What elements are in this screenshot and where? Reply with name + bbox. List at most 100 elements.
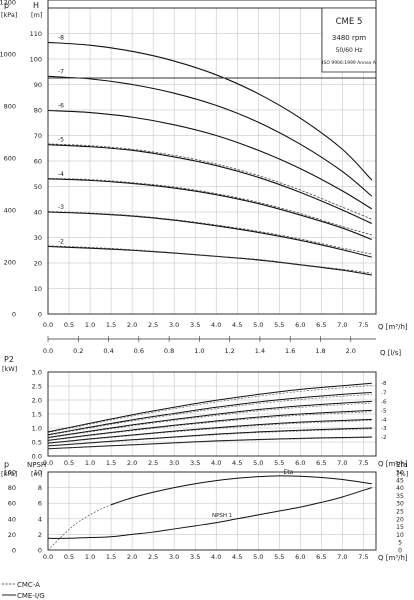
eta-curve-label: Eta: [283, 469, 293, 476]
power-y-tick: 0.5: [32, 439, 42, 447]
power-axis-p2: P2: [4, 355, 14, 364]
head-curve-dashed: [47, 245, 372, 274]
x2-tick-label: 1.8: [315, 347, 325, 355]
head-curve-stage-3: [47, 211, 372, 258]
npsh-axis-eta-unit: [%]: [397, 470, 408, 478]
power-curve-label: -6: [381, 399, 387, 405]
npsh-y-tick-kpa: 100: [4, 469, 16, 477]
npsh-x-labels: 0.0 0.5 1.0 1.5 2.0 2.5 3.0 3.5 4.0 4.5 5.0 5.5 6.0 6…: [43, 553, 369, 561]
legend-cmca-label: CMC-A: [17, 581, 40, 589]
power-curve-label: -8: [381, 381, 387, 387]
head-axis-h-unit: [m]: [31, 11, 42, 19]
power-curve-dashed: [47, 420, 372, 444]
x-tick-label: 7.5: [358, 321, 368, 329]
npsh-axis-npsh-unit: [m]: [31, 470, 42, 478]
head-y-tick-m: 40: [34, 209, 42, 217]
power-curve: [47, 418, 372, 444]
x-tick-label: 7.0: [337, 553, 347, 561]
head-plot-frame: [47, 7, 377, 315]
power-panel: -2 -3 -4 -5 -6 -7 -8 0.0 0.5 1.0 1.5 2.0 2.5 3.0 0.0…: [2, 355, 408, 468]
x2-tick-label: 1.6: [285, 347, 295, 355]
head-panel: -2 -3 -4 -5 -6 -7 -8 0 10 20 30 40 50 60 70 80 90 100 110…: [0, 0, 408, 357]
npsh-plot-frame-border: [47, 471, 377, 551]
power-curve-label: -4: [381, 417, 387, 423]
head-axis-h: H: [33, 1, 39, 10]
head-curve-stage-8: [47, 41, 373, 181]
npsh-y-tick-kpa: 40: [8, 515, 16, 523]
power-plot-frame: [47, 371, 377, 457]
head-y-tick-m: 50: [34, 183, 42, 191]
npsh-y-tick-kpa: 80: [8, 484, 16, 492]
eta-y-tick: 10: [396, 532, 404, 539]
head-curve-stage-6: [47, 109, 373, 210]
power-curve: [47, 400, 372, 439]
x-tick-label: 2.5: [148, 459, 158, 467]
power-y-tick: 1.0: [32, 425, 42, 433]
x-tick-label: 7.0: [337, 321, 347, 329]
power-curve-label: -7: [381, 390, 387, 396]
x2-tick-label: 0.0: [43, 347, 53, 355]
head-y-tick-kpa: 0: [12, 311, 16, 319]
head-curve-stage-4: [47, 178, 372, 241]
x-tick-label: 5.5: [274, 459, 284, 467]
x-tick-label: 5.0: [253, 459, 263, 467]
x-tick-label: 6.5: [316, 459, 326, 467]
power-y-tick: 0.0: [32, 453, 42, 461]
head-axis-p: p: [4, 1, 9, 10]
power-curve: [47, 427, 372, 447]
x-tick-label: 6.5: [316, 321, 326, 329]
npsh-y-tick-m: 10: [34, 469, 42, 477]
power-y-tick: 2.0: [32, 397, 42, 405]
power-curve-dashed: [47, 437, 372, 450]
power-x-unit: Q [m³/h]: [378, 460, 408, 468]
power-curve-label: -3: [381, 426, 387, 432]
head-curve-label: -2: [58, 238, 64, 245]
x-tick-label: 2.5: [148, 553, 158, 561]
head-y-tick-kpa: 600: [4, 155, 16, 163]
x-tick-label: 0.0: [43, 321, 53, 329]
x-tick-label: 0.5: [64, 459, 74, 467]
eta-y-tick: 5: [398, 540, 402, 547]
head-x-unit: Q [m³/h]: [378, 323, 408, 331]
head-curve-label: -7: [58, 68, 64, 75]
power-curve-dashed: [47, 428, 372, 447]
x-tick-label: 6.0: [295, 321, 305, 329]
head-y-tick-m: 60: [34, 158, 42, 166]
eta-curve-dashed: [47, 504, 112, 551]
x-tick-label: 3.0: [169, 321, 179, 329]
npsh-y-tick-kpa: 20: [8, 531, 16, 539]
npsh-curves: Eta NPSH 1: [47, 469, 372, 551]
power-y-tick: 2.5: [32, 383, 42, 391]
eta-y-tick: 0: [398, 548, 402, 555]
x-tick-label: 1.0: [85, 459, 95, 467]
head-y-tick-m: 80: [34, 107, 42, 115]
power-curve: [47, 391, 372, 436]
x-tick-label: 3.0: [169, 459, 179, 467]
x-tick-label: 7.0: [337, 459, 347, 467]
x-tick-label: 7.5: [358, 553, 368, 561]
npsh-y-tick-kpa: 60: [8, 500, 16, 508]
power-curves: -2 -3 -4 -5 -6 -7 -8: [47, 381, 387, 450]
eta-y-tick: 40: [396, 485, 404, 492]
power-y-tick: 1.5: [32, 411, 42, 419]
npsh-y-tick-m: 6: [38, 500, 42, 508]
npsh-y-tick-m: 2: [38, 531, 42, 539]
x2-tick-label: 0.2: [73, 347, 83, 355]
x-tick-label: 6.0: [295, 459, 305, 467]
head-y-labels-kpa: 0 200 400 600 800 1000 1200: [0, 0, 16, 319]
head-curve-dashed: [47, 143, 372, 220]
head-x2-ticks: [47, 336, 376, 342]
info-freq: 50/60 Hz: [336, 47, 363, 54]
head-curve-stage-5: [47, 144, 373, 224]
x-tick-label: 4.0: [211, 553, 221, 561]
x2-tick-label: 0.4: [103, 347, 113, 355]
npsh-curve-label: NPSH 1: [212, 513, 232, 519]
x-tick-label: 0.0: [43, 553, 53, 561]
head-y-tick-m: 20: [34, 260, 42, 268]
x-tick-label: 3.5: [190, 459, 200, 467]
head-curve-dashed: [47, 211, 372, 255]
eta-y-tick: 50: [396, 470, 404, 477]
eta-y-tick: 15: [396, 524, 404, 531]
